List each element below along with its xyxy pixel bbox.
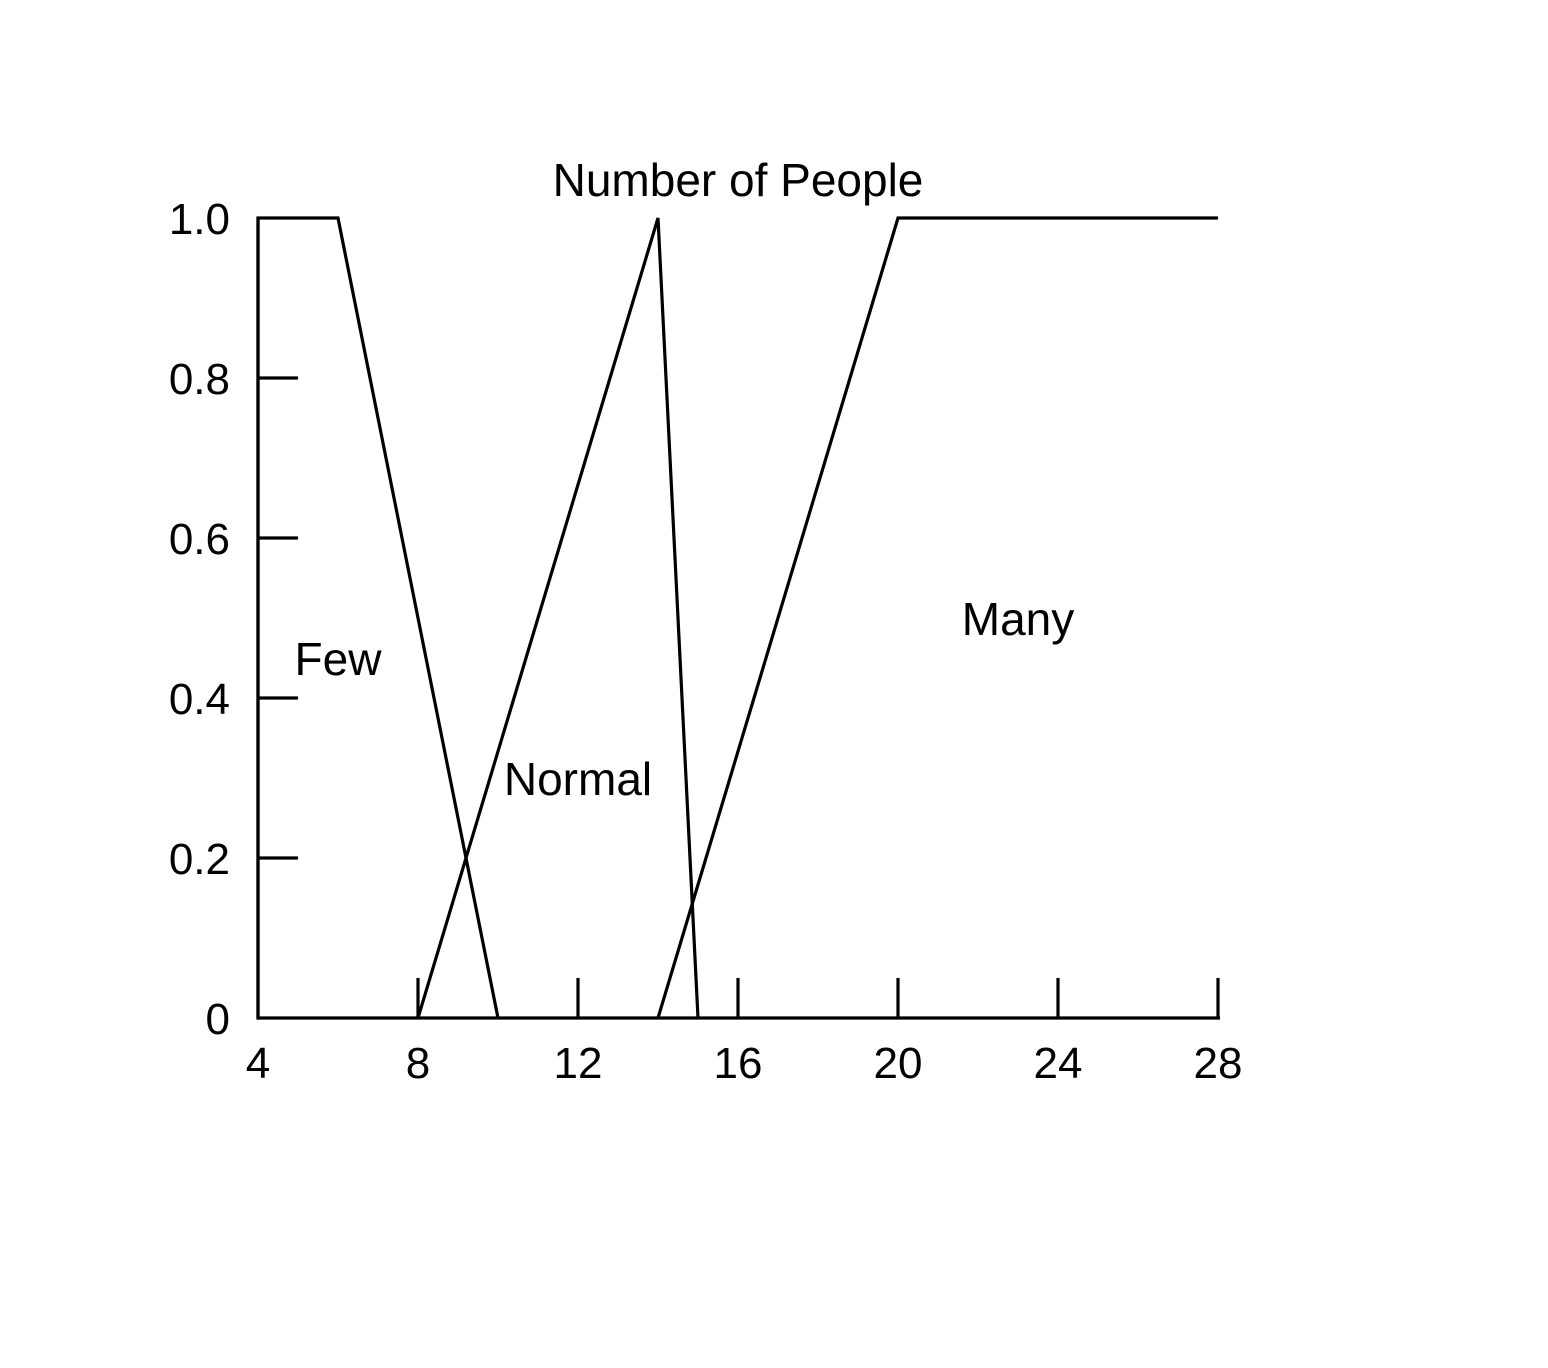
x-tick-label: 20 bbox=[874, 1039, 923, 1088]
series-line-normal bbox=[416, 217, 700, 1019]
series-line-few bbox=[256, 216, 500, 1019]
y-tick-label: 1.0 bbox=[169, 195, 230, 244]
y-axis-ticks: 0 0.2 0.4 0.6 0.8 1.0 bbox=[169, 195, 298, 1044]
series-label-normal: Normal bbox=[504, 753, 652, 805]
series-lines bbox=[256, 216, 1218, 1019]
y-tick-label: 0.2 bbox=[169, 835, 230, 884]
x-tick-label: 16 bbox=[714, 1039, 763, 1088]
chart-title: Number of People bbox=[553, 154, 924, 206]
x-tick-label: 24 bbox=[1034, 1039, 1083, 1088]
x-tick-label: 4 bbox=[246, 1039, 270, 1088]
series-labels: Few Normal Many bbox=[295, 593, 1075, 805]
y-tick-label: 0.8 bbox=[169, 355, 230, 404]
series-label-few: Few bbox=[295, 633, 383, 685]
y-tick-label: 0.4 bbox=[169, 675, 230, 724]
x-tick-label: 12 bbox=[554, 1039, 603, 1088]
x-axis-ticks: 4 8 12 16 20 24 28 bbox=[246, 978, 1243, 1088]
x-tick-label: 28 bbox=[1194, 1039, 1243, 1088]
x-tick-label: 8 bbox=[406, 1039, 430, 1088]
series-line-many bbox=[656, 216, 1218, 1019]
series-label-many: Many bbox=[962, 593, 1074, 645]
y-tick-label: 0.6 bbox=[169, 515, 230, 564]
y-tick-label: 0 bbox=[206, 995, 230, 1044]
